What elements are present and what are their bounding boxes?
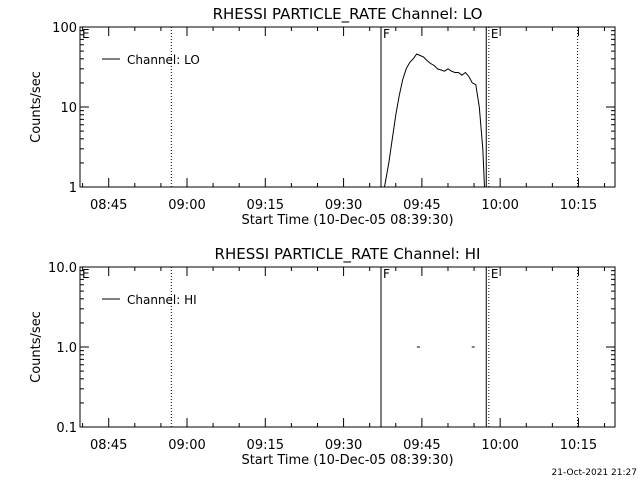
y-tick-label: 100 [52,21,77,36]
x-tick-label: 09:00 [168,198,205,213]
x-tick-label: 10:00 [481,438,518,453]
x-tick-label: 09:30 [325,198,362,213]
legend-label: Channel: LO [127,53,200,67]
marker-label: F [383,27,390,41]
marker-label: E [491,27,499,41]
plot-frame [79,266,616,428]
chart-title: RHESSI PARTICLE_RATE Channel: HI [215,245,481,264]
chart-title: RHESSI PARTICLE_RATE Channel: LO [213,5,483,24]
y-tick-label: 0.1 [56,421,77,436]
x-tick-label: 09:15 [247,438,284,453]
marker-label: E [82,267,90,281]
y-tick-label: 10 [60,101,77,116]
x-tick-label: 09:15 [247,198,284,213]
x-tick-label: 09:45 [403,198,440,213]
y-tick-label: 10.0 [48,261,77,276]
marker-label: E [82,27,90,41]
x-axis-label: Start Time (10-Dec-05 08:39:30) [241,453,453,468]
chart-panel-2: RHESSI PARTICLE_RATE Channel: HI 0.1 1.0 10… [29,245,616,468]
y-tick-label: 1 [69,181,77,196]
x-tick-label: 08:45 [90,198,127,213]
x-tick-label: 10:00 [481,198,518,213]
y-tick-label: 1.0 [56,341,77,356]
x-tick-label: 09:45 [403,438,440,453]
marker-label: F [383,267,390,281]
x-tick-label: 09:30 [325,438,362,453]
x-axis-label: Start Time (10-Dec-05 08:39:30) [241,213,453,228]
y-axis-label: Counts/sec [29,71,44,143]
series-line [384,53,485,188]
plot-frame [79,26,616,188]
x-tick-label: 10:15 [560,438,597,453]
legend-label: Channel: HI [127,293,197,307]
marker-label: E [491,267,499,281]
chart-panel-1: RHESSI PARTICLE_RATE Channel: LO 1 10 100 08… [29,5,616,228]
x-tick-label: 09:00 [168,438,205,453]
timestamp: 21-Oct-2021 21:27 [552,468,637,478]
x-tick-label: 08:45 [90,438,127,453]
y-axis-label: Counts/sec [29,311,44,383]
x-tick-label: 10:15 [560,198,597,213]
